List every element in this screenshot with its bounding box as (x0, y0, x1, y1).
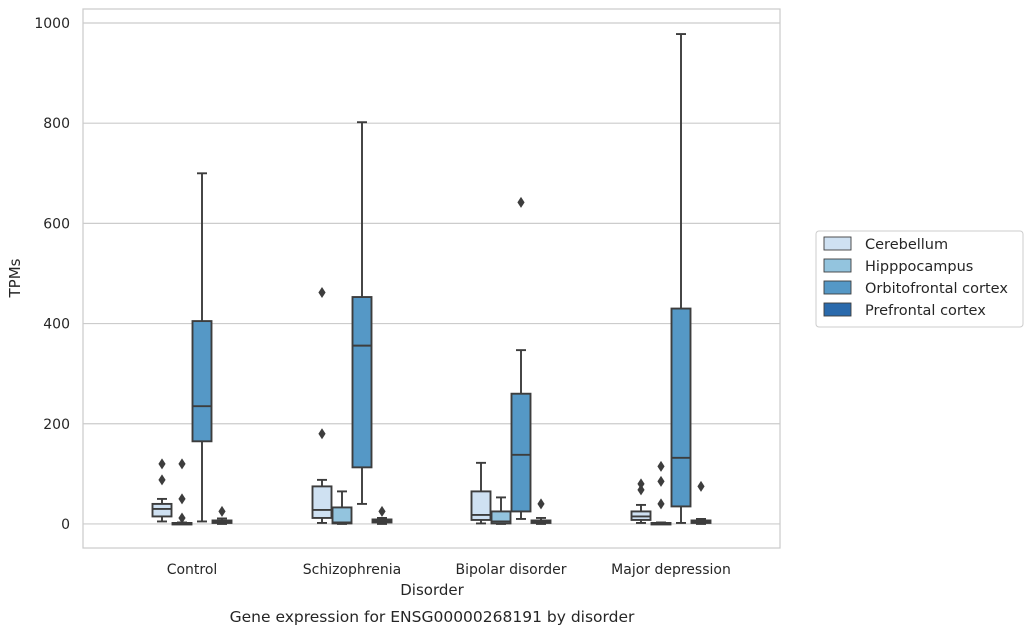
box-iqr (151, 502, 173, 518)
box-2-3 (670, 33, 692, 524)
x-tick-label: Major depression (611, 562, 731, 578)
box-1-0 (171, 458, 193, 526)
box-3-1 (371, 505, 393, 525)
outlier-point (158, 458, 166, 470)
y-tick-label: 1000 (34, 16, 70, 32)
chart-caption: Gene expression for ENSG00000268191 by d… (230, 608, 635, 626)
legend: Cerebellum Hipppocampus Orbitofrontal cort… (815, 230, 1024, 328)
y-tick-label: 200 (43, 417, 70, 433)
box-3-3 (690, 480, 712, 525)
outlier-point (178, 458, 186, 470)
y-tick-label: 800 (43, 116, 70, 132)
box-0-2 (470, 461, 492, 525)
outlier-point (318, 287, 326, 299)
legend-swatch (823, 302, 852, 317)
box-iqr (510, 392, 532, 513)
y-tick-label: 400 (43, 317, 70, 333)
y-tick-label: 0 (61, 517, 70, 533)
x-tick-label: Control (167, 562, 218, 578)
outlier-point (178, 512, 186, 524)
y-axis-title: TPMs (6, 258, 24, 298)
box-2-1 (351, 121, 373, 505)
box-plots (151, 33, 712, 526)
box-iqr (351, 296, 373, 469)
outlier-point (537, 498, 545, 510)
outlier-point (697, 480, 705, 492)
legend-swatch (823, 280, 852, 295)
y-tick-labels: 0 200 400 600 800 1000 (34, 16, 70, 533)
outlier-point (318, 428, 326, 440)
outlier-point (517, 196, 525, 208)
x-axis-title: Disorder (400, 581, 464, 599)
box-3-0 (211, 505, 233, 525)
y-tick-label: 600 (43, 216, 70, 232)
legend-label: Cerebellum (865, 237, 948, 253)
outlier-point (378, 505, 386, 517)
legend-label: Prefrontal cortex (865, 303, 986, 319)
outlier-point (657, 475, 665, 487)
box-iqr (311, 485, 333, 519)
box-iqr (470, 490, 492, 521)
outlier-point (637, 484, 645, 496)
box-iqr (490, 510, 512, 525)
box-2-2 (510, 196, 532, 520)
legend-label: Orbitofrontal cortex (865, 281, 1008, 297)
box-iqr (670, 307, 692, 508)
outlier-point (657, 498, 665, 510)
box-3-2 (530, 498, 552, 525)
box-2-0 (191, 172, 213, 523)
outlier-point (158, 474, 166, 486)
x-tick-label: Bipolar disorder (455, 562, 566, 578)
box-1-2 (490, 496, 512, 525)
box-1-3 (650, 460, 672, 526)
box-0-0 (151, 458, 173, 523)
legend-swatch (823, 236, 852, 251)
outlier-point (637, 478, 645, 490)
box-1-1 (331, 490, 353, 525)
legend-swatch (823, 258, 852, 273)
box-iqr (331, 506, 353, 525)
x-tick-labels: Control Schizophrenia Bipolar disorder Majo… (167, 562, 731, 578)
outlier-point (178, 493, 186, 505)
x-tick-label: Schizophrenia (303, 562, 401, 578)
box-iqr (191, 320, 213, 443)
box-0-3 (630, 478, 652, 524)
legend-frame (815, 230, 1024, 328)
outlier-point (218, 505, 226, 517)
legend-label: Hipppocampus (865, 259, 973, 275)
outlier-point (657, 460, 665, 472)
plot-frame (82, 8, 781, 549)
box-0-1 (311, 287, 333, 524)
plot-background (83, 9, 780, 548)
